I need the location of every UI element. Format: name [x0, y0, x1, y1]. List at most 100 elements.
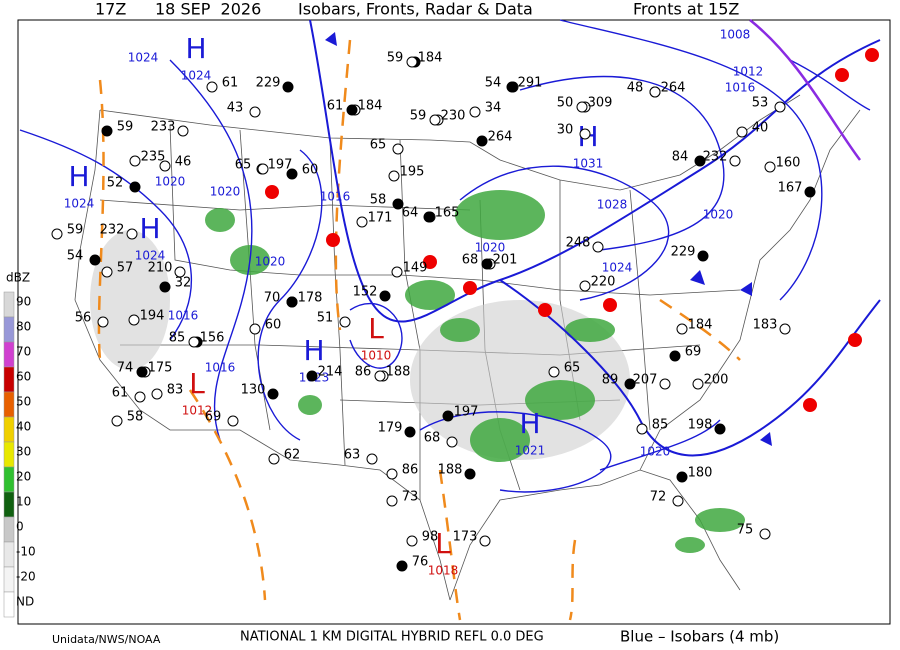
station-value: 85: [652, 418, 669, 433]
center-pressure: 1024: [181, 69, 212, 83]
station-marker: [729, 155, 741, 167]
station-value: 309: [588, 96, 613, 111]
station-value: 54: [67, 249, 84, 264]
isobar-label: 1024: [128, 51, 159, 65]
station-value: 197: [454, 405, 479, 420]
scale-swatch: [3, 566, 15, 593]
station-value: 69: [685, 345, 702, 360]
isobar-label: 1020: [210, 185, 241, 199]
station-marker: [111, 415, 123, 427]
scale-label: 80: [16, 320, 31, 334]
station-value: 64: [402, 206, 419, 221]
station-value: 51: [317, 311, 334, 326]
station-value: 59: [67, 223, 84, 238]
station-value: 75: [737, 523, 754, 538]
station-marker: [479, 535, 491, 547]
station-value: 194: [140, 309, 165, 324]
scale-swatch: [3, 366, 15, 393]
station-marker: [249, 106, 261, 118]
station-value: 43: [227, 101, 244, 116]
station-marker: [374, 370, 386, 382]
station-marker: [692, 378, 704, 390]
center-letter: L: [435, 527, 451, 560]
station-value: 56: [75, 311, 92, 326]
station-value: 86: [402, 463, 419, 478]
radar-echoes: [90, 190, 745, 553]
station-value: 184: [688, 318, 713, 333]
station-marker: [282, 81, 294, 93]
station-marker: [404, 426, 416, 438]
station-value: 60: [265, 318, 282, 333]
station-marker: [129, 181, 141, 193]
fronts-time: Fronts at 15Z: [633, 0, 739, 19]
station-marker: [676, 471, 688, 483]
station-value: 184: [418, 51, 443, 66]
station-value: 34: [485, 101, 502, 116]
scale-swatch: [3, 391, 15, 418]
color-scale: dBZ 90 80 70 60 50 40 30 20 10 0 -10 -20 ND: [3, 271, 36, 618]
station-value: 184: [358, 99, 383, 114]
station-value: 167: [778, 181, 803, 196]
fronts: [265, 19, 881, 457]
station-value: 72: [650, 490, 667, 505]
station-value: 73: [402, 490, 419, 505]
center-pressure: 1024: [64, 197, 95, 211]
station-value: 264: [488, 130, 513, 145]
troughs: [97, 39, 741, 621]
station-marker: [624, 378, 636, 390]
station-value: 68: [462, 253, 479, 268]
station-value: 57: [117, 261, 134, 276]
station-value: 61: [112, 386, 129, 401]
station-marker: [429, 114, 441, 126]
station-marker: [136, 366, 148, 378]
scale-label: 50: [16, 395, 31, 409]
station-value: 179: [378, 421, 403, 436]
isobar-label: 1024: [602, 261, 633, 275]
station-marker: [177, 125, 189, 137]
station-marker: [636, 423, 648, 435]
station-value: 98: [422, 530, 439, 545]
station-marker: [759, 528, 771, 540]
center-letter: L: [189, 367, 205, 400]
station-value: 65: [564, 361, 581, 376]
station-value: 53: [752, 96, 769, 111]
center-pressure: 1021: [515, 444, 546, 458]
station-marker: [174, 266, 186, 278]
scale-unit: dBZ: [6, 271, 30, 285]
station-value: 220: [591, 275, 616, 290]
station-value: 197: [268, 158, 293, 173]
credit: Unidata/NWS/NOAA: [52, 633, 161, 646]
station-value: 52: [107, 176, 124, 191]
station-value: 54: [485, 76, 502, 91]
station-value: 74: [117, 361, 134, 376]
station-value: 65: [370, 138, 387, 153]
isobar-label: 1012: [733, 65, 764, 79]
station-value: 207: [633, 373, 658, 388]
station-value: 59: [410, 109, 427, 124]
station-marker: [159, 281, 171, 293]
station-value: 178: [298, 291, 323, 306]
station-value: 188: [386, 365, 411, 380]
station-marker: [366, 453, 378, 465]
station-marker: [576, 101, 588, 113]
scale-swatch: [3, 491, 15, 518]
station-value: 248: [566, 236, 591, 251]
scale-swatch: [3, 416, 15, 443]
station-marker: [386, 495, 398, 507]
scale-label: ND: [16, 595, 34, 609]
scale-swatch: [3, 541, 15, 568]
station-value: 68: [424, 431, 441, 446]
station-marker: [476, 135, 488, 147]
station-value: 149: [403, 261, 428, 276]
station-value: 232: [703, 150, 728, 165]
station-marker: [469, 106, 481, 118]
isobar-label: 1016: [725, 81, 756, 95]
isobar-label: 1016: [168, 309, 199, 323]
center-pressure: 1018: [428, 564, 459, 578]
isobar-labels: 1024 1020 1016 1008 1012 1016 1028 1024 1020 1020…: [128, 28, 764, 459]
station-marker: [579, 128, 591, 140]
station-marker: [676, 323, 688, 335]
scale-label: 60: [16, 370, 31, 384]
station-value: 188: [438, 463, 463, 478]
